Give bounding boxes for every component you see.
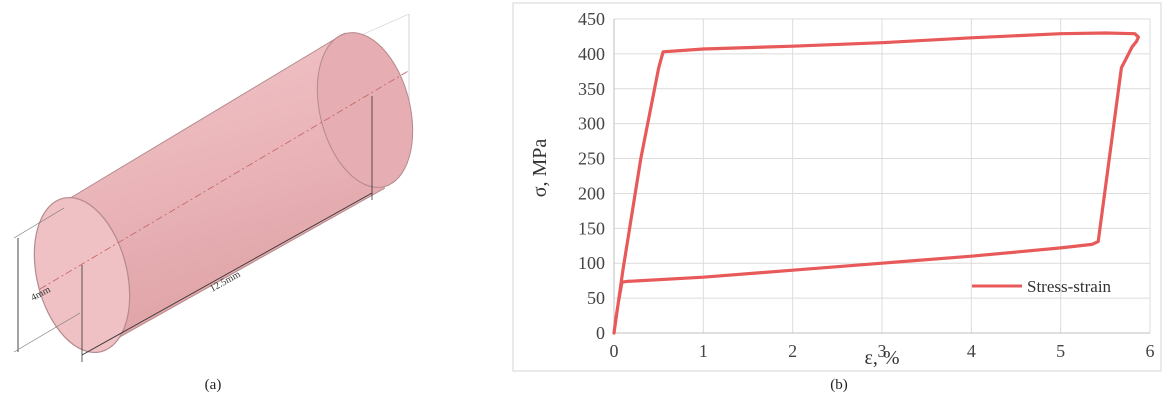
y-tick-label: 150: [578, 218, 605, 238]
diameter-extension-line: [13, 207, 65, 239]
x-tick-label: 1: [699, 341, 708, 361]
panel-b-caption: (b): [830, 377, 848, 393]
chart-frame: [512, 2, 1162, 372]
x-tick-label: 5: [1056, 341, 1065, 361]
y-tick-label: 300: [578, 114, 605, 134]
legend-label: Stress-strain: [1027, 277, 1112, 296]
x-tick-label: 6: [1146, 341, 1155, 361]
x-tick-labels: 0 1 2 3 4 5 6: [610, 341, 1155, 361]
chart-axes: [613, 19, 1150, 334]
cylinder-axis: [39, 69, 411, 290]
y-tick-label: 250: [578, 149, 605, 169]
length-dimension-line: [81, 192, 373, 356]
chart-series: [612, 31, 1140, 335]
y-tick-label: 0: [596, 323, 605, 343]
cylinder-far-cap: [316, 32, 414, 188]
x-tick-label: 0: [610, 341, 619, 361]
x-tick-label: 3: [878, 341, 887, 361]
panel-a-cylinder-drawing: 4mm 12.5mm: [13, 13, 414, 362]
y-tick-labels: 0 50 100 150 200 250 300 350 400 450: [578, 9, 605, 343]
diameter-extension-line: [13, 312, 81, 353]
y-axis-label: σ, MPa: [529, 139, 551, 198]
cylinder-bottom-edge: [101, 187, 386, 348]
panel-a-caption: (a): [205, 377, 222, 393]
y-tick-label: 450: [578, 9, 605, 29]
series-line-stress-strain: [612, 31, 1140, 335]
y-tick-label: 50: [587, 288, 605, 308]
x-tick-label: 2: [788, 341, 797, 361]
y-tick-label: 350: [578, 79, 605, 99]
x-axis-label: ε, %: [864, 347, 899, 369]
x-tick-label: 4: [967, 341, 976, 361]
y-tick-label: 200: [578, 183, 605, 203]
y-tick-label: 400: [578, 44, 605, 64]
cylinder-top-edge: [61, 32, 346, 204]
cylinder-body: [62, 33, 385, 347]
chart-legend: Stress-strain: [972, 277, 1112, 296]
y-tick-label: 100: [578, 253, 605, 273]
chart-gridlines: [614, 18, 1151, 333]
